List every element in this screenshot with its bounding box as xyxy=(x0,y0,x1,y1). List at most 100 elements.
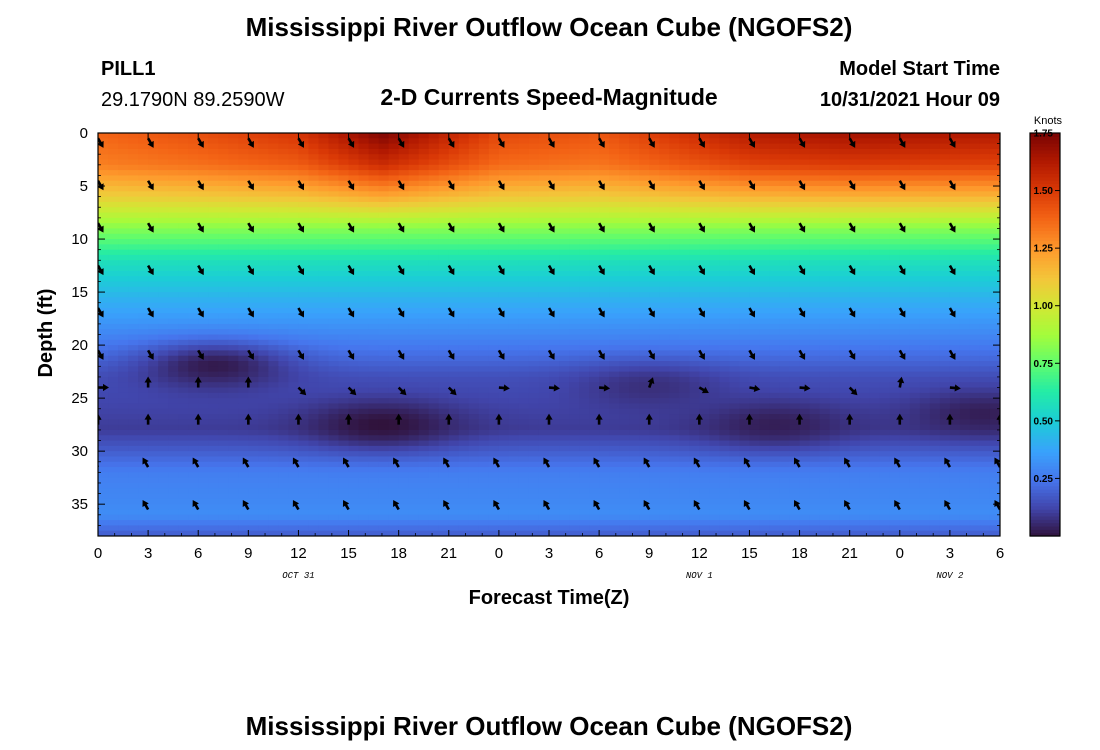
heatmap-cell xyxy=(849,170,861,177)
heatmap-cell xyxy=(228,180,239,187)
heatmap-cell xyxy=(368,334,380,341)
heatmap-cell xyxy=(969,133,981,139)
heatmap-cell xyxy=(198,154,209,161)
heatmap-cell xyxy=(188,154,199,161)
heatmap-cell xyxy=(639,329,650,336)
heatmap-cell xyxy=(128,170,139,177)
heatmap-cell xyxy=(258,249,269,256)
heatmap-cell xyxy=(468,276,480,283)
heatmap-cell xyxy=(959,228,971,235)
heatmap-cell xyxy=(478,297,490,304)
heatmap-cell xyxy=(619,143,630,150)
heatmap-cell xyxy=(649,286,660,293)
heatmap-cell xyxy=(759,292,771,298)
heatmap-cell xyxy=(428,265,440,272)
heatmap-cell xyxy=(308,196,320,203)
heatmap-cell xyxy=(949,408,961,415)
heatmap-cell xyxy=(829,387,841,394)
heatmap-cell xyxy=(619,217,630,224)
heatmap-cell xyxy=(438,239,450,245)
heatmap-cell xyxy=(689,350,700,357)
heatmap-cell xyxy=(108,175,119,182)
heatmap-cell xyxy=(909,254,921,261)
heatmap-cell xyxy=(248,339,259,346)
heatmap-cell xyxy=(418,414,430,420)
heatmap-cell xyxy=(258,154,269,161)
heatmap-cell xyxy=(488,302,500,309)
heatmap-cell xyxy=(118,424,129,431)
heatmap-cell xyxy=(809,180,821,187)
heatmap-cell xyxy=(869,138,881,145)
heatmap-cell xyxy=(488,244,500,251)
heatmap-cell xyxy=(458,138,470,145)
heatmap-cell xyxy=(889,175,901,182)
heatmap-cell xyxy=(899,297,911,304)
heatmap-cell xyxy=(679,212,690,219)
heatmap-cell xyxy=(929,419,941,426)
heatmap-cell xyxy=(579,392,590,399)
heatmap-cell xyxy=(448,398,460,405)
heatmap-cell xyxy=(338,414,350,420)
heatmap-cell xyxy=(589,159,600,166)
heatmap-cell xyxy=(709,350,720,357)
heatmap-cell xyxy=(819,339,831,346)
heatmap-cell xyxy=(679,334,690,341)
heatmap-cell xyxy=(458,186,470,192)
heatmap-cell xyxy=(549,164,560,171)
heatmap-cell xyxy=(559,281,570,288)
heatmap-cell xyxy=(969,265,981,272)
heatmap-cell xyxy=(879,302,891,309)
heatmap-cell xyxy=(128,143,139,150)
heatmap-cell xyxy=(619,223,630,230)
heatmap-cell xyxy=(198,392,209,399)
heatmap-cell xyxy=(358,419,370,426)
heatmap-cell xyxy=(118,387,129,394)
heatmap-cell xyxy=(178,350,189,357)
heatmap-cell xyxy=(108,265,119,272)
heatmap-cell xyxy=(939,186,951,192)
heatmap-cell xyxy=(799,366,811,373)
heatmap-cell xyxy=(939,355,951,362)
heatmap-cell xyxy=(989,143,1000,150)
heatmap-cell xyxy=(488,254,500,261)
heatmap-cell xyxy=(989,244,1000,251)
heatmap-cell xyxy=(228,186,239,192)
heatmap-cell xyxy=(438,143,450,150)
heatmap-cell xyxy=(368,207,380,214)
heatmap-cell xyxy=(959,323,971,330)
heatmap-cell xyxy=(889,270,901,277)
heatmap-cell xyxy=(228,228,239,235)
heatmap-cell xyxy=(589,307,600,314)
heatmap-cell xyxy=(979,138,991,145)
heatmap-cell xyxy=(458,223,470,230)
heatmap-cell xyxy=(909,419,921,426)
heatmap-cell xyxy=(819,170,831,177)
heatmap-cell xyxy=(378,382,390,389)
heatmap-cell xyxy=(148,212,159,219)
heatmap-cell xyxy=(739,408,751,415)
heatmap-cell xyxy=(158,239,169,245)
heatmap-cell xyxy=(308,223,320,230)
heatmap-cell xyxy=(218,329,229,336)
heatmap-cell xyxy=(689,191,700,198)
heatmap-cell xyxy=(849,366,861,373)
heatmap-cell xyxy=(859,159,871,166)
heatmap-cell xyxy=(398,297,410,304)
heatmap-cell xyxy=(599,361,610,367)
heatmap-cell xyxy=(228,339,239,346)
heatmap-cell xyxy=(909,408,921,415)
heatmap-cell xyxy=(759,180,771,187)
heatmap-cell xyxy=(178,191,189,198)
heatmap-cell xyxy=(538,143,550,150)
heatmap-cell xyxy=(178,249,189,256)
heatmap-cell xyxy=(629,191,640,198)
heatmap-cell xyxy=(418,392,430,399)
heatmap-cell xyxy=(228,143,239,150)
heatmap-cell xyxy=(418,403,430,410)
heatmap-cell xyxy=(629,414,640,420)
heatmap-cell xyxy=(839,143,851,150)
heatmap-cell xyxy=(929,239,941,245)
heatmap-cell xyxy=(979,345,991,352)
heatmap-cell xyxy=(188,355,199,362)
heatmap-cell xyxy=(278,217,290,224)
